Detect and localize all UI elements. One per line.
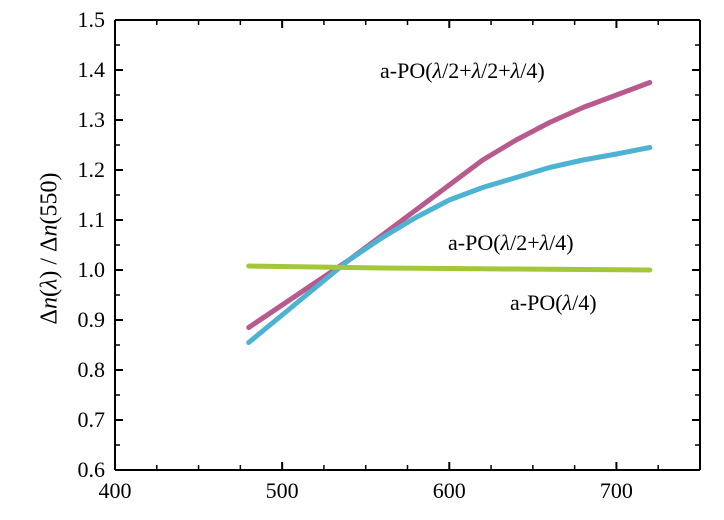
series-label-2: a-PO(λ/2+λ/4) [448,230,574,256]
y-tick-label: 0.7 [60,407,105,433]
y-tick-label: 1.4 [60,57,105,83]
series-label-1: a-PO(λ/2+λ/2+λ/4) [380,58,545,84]
x-tick-label: 500 [252,478,312,504]
y-tick-label: 1.5 [60,7,105,33]
chart-container: Δn(λ) / Δn(550) a-PO(λ/2+λ/2+λ/4) a-PO(λ… [0,0,724,520]
chart-svg [0,0,724,520]
x-tick-label: 400 [85,478,145,504]
series-label-3: a-PO(λ/4) [510,290,597,316]
y-tick-label: 1.0 [60,257,105,283]
y-tick-label: 0.9 [60,307,105,333]
y-tick-label: 1.1 [60,207,105,233]
y-tick-label: 1.2 [60,157,105,183]
series-line [249,266,650,270]
x-tick-label: 600 [419,478,479,504]
x-tick-label: 700 [586,478,646,504]
y-tick-label: 1.3 [60,107,105,133]
y-tick-label: 0.8 [60,357,105,383]
